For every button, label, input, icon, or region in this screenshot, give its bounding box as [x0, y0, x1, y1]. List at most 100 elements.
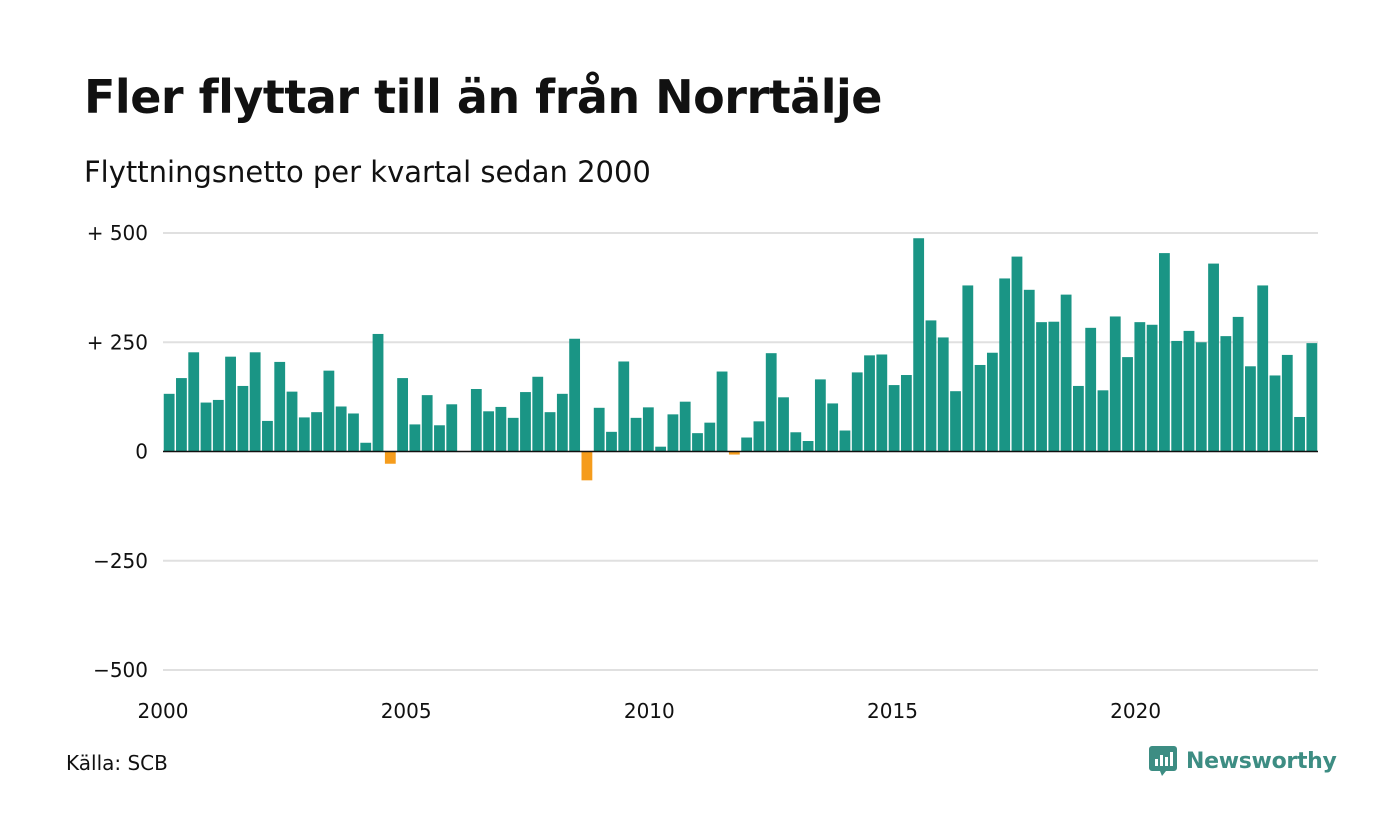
bar	[1281, 354, 1293, 452]
bar	[1023, 289, 1035, 452]
bar	[728, 451, 740, 455]
chart-subtitle: Flyttningsnetto per kvartal sedan 2000	[84, 155, 651, 189]
bar	[581, 451, 593, 481]
bar	[1097, 390, 1109, 452]
bar	[188, 352, 200, 452]
bar	[397, 378, 408, 452]
bar	[298, 417, 310, 452]
bar	[286, 391, 298, 452]
bar	[753, 421, 765, 452]
bar	[1048, 321, 1060, 452]
bar	[1208, 263, 1219, 452]
chart-title: Fler flyttar till än från Norrtälje	[84, 70, 882, 124]
y-tick-label: 0	[135, 440, 148, 464]
bar	[900, 375, 912, 452]
bar	[434, 425, 445, 452]
bar	[802, 441, 814, 452]
y-tick-label: −250	[93, 549, 148, 573]
bar	[446, 404, 458, 452]
bar	[311, 412, 322, 452]
bar	[778, 397, 789, 452]
x-tick-label: 2020	[1110, 699, 1161, 723]
bar	[741, 437, 753, 452]
bar	[704, 422, 716, 452]
y-tick-label: −500	[93, 658, 148, 682]
bar	[249, 352, 261, 452]
grid-lines	[163, 232, 1318, 671]
bar	[483, 411, 495, 452]
bar	[839, 430, 851, 452]
bar	[962, 285, 974, 452]
newsworthy-logo-icon	[1149, 746, 1177, 776]
bar	[1134, 322, 1146, 452]
bar	[1195, 342, 1207, 452]
bar	[1109, 316, 1121, 452]
bar	[913, 238, 925, 452]
bar	[1232, 316, 1244, 452]
x-tick-label: 2000	[138, 699, 189, 723]
brand-logo: Newsworthy	[1148, 744, 1337, 778]
bar	[372, 333, 384, 452]
bar	[237, 385, 249, 452]
bar	[495, 406, 507, 452]
bar	[323, 370, 335, 452]
bar	[348, 413, 359, 452]
bar	[1085, 327, 1097, 452]
bar	[593, 407, 605, 452]
bar	[1220, 336, 1232, 452]
bar	[470, 389, 482, 452]
bar	[1011, 256, 1023, 452]
bar	[765, 353, 777, 452]
bar	[384, 451, 396, 464]
bar	[532, 376, 544, 452]
bar	[421, 395, 433, 452]
bar	[163, 393, 175, 452]
bar	[1060, 294, 1072, 452]
bar	[642, 407, 654, 452]
bar	[176, 378, 187, 452]
bar	[937, 337, 949, 452]
source-note: Källa: SCB	[66, 751, 168, 775]
bar	[569, 338, 581, 452]
bar	[814, 379, 826, 452]
bar	[360, 442, 372, 452]
bar	[876, 354, 888, 452]
x-tick-label: 2005	[381, 699, 432, 723]
bar	[790, 432, 802, 452]
bar	[679, 401, 691, 452]
x-axis-labels: 2000 2005 2010 2015 2020	[138, 699, 1162, 723]
brand-name: Newsworthy	[1186, 748, 1337, 774]
bar	[692, 433, 703, 452]
x-tick-label: 2010	[624, 699, 675, 723]
bar	[864, 355, 875, 452]
bar	[655, 446, 667, 452]
bar	[544, 412, 556, 452]
bar	[1036, 322, 1047, 452]
bar	[1183, 330, 1195, 452]
bar	[716, 371, 728, 452]
bar	[556, 393, 568, 452]
bar	[1245, 366, 1256, 452]
bars	[163, 238, 1318, 481]
bar	[630, 417, 642, 452]
bar	[200, 402, 212, 452]
bar	[520, 392, 531, 452]
bar	[1269, 375, 1281, 452]
bar	[1306, 343, 1318, 452]
bar	[999, 278, 1011, 452]
bar	[618, 361, 630, 452]
bar	[851, 372, 863, 452]
bar	[1159, 253, 1170, 452]
bar	[274, 361, 286, 452]
bar	[1122, 357, 1133, 452]
bar	[507, 417, 519, 452]
bar	[667, 414, 679, 452]
bar	[225, 356, 236, 452]
bar	[409, 424, 421, 452]
bar	[262, 420, 273, 452]
bar	[1171, 340, 1183, 452]
bar	[1146, 324, 1158, 452]
bar	[827, 403, 839, 452]
y-tick-label: + 500	[87, 221, 148, 245]
